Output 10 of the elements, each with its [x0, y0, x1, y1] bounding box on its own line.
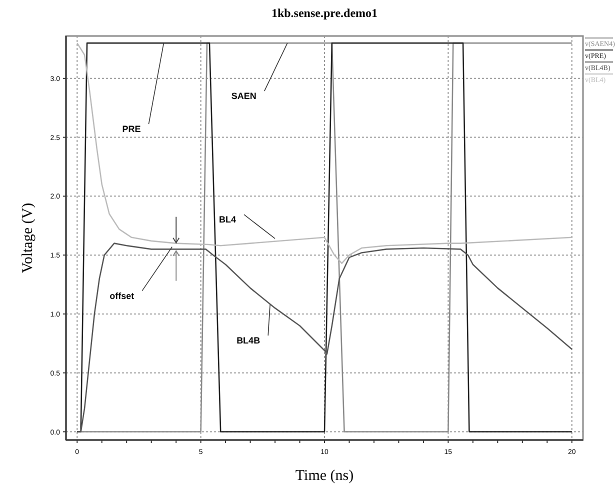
annotation: SAEN [231, 91, 256, 102]
annotation: BL4 [219, 214, 236, 225]
y-axis-title: Voltage (V) [20, 202, 36, 274]
line-series [76, 242, 573, 432]
chart-title: 1kb.sense.pre.demo1 [271, 6, 378, 20]
annotation: offset [110, 290, 134, 301]
line-series [76, 42, 573, 264]
x-axis-title: Time (ns) [295, 468, 354, 484]
annotation: BL4B [236, 336, 261, 346]
annotation: PRE [122, 124, 141, 134]
